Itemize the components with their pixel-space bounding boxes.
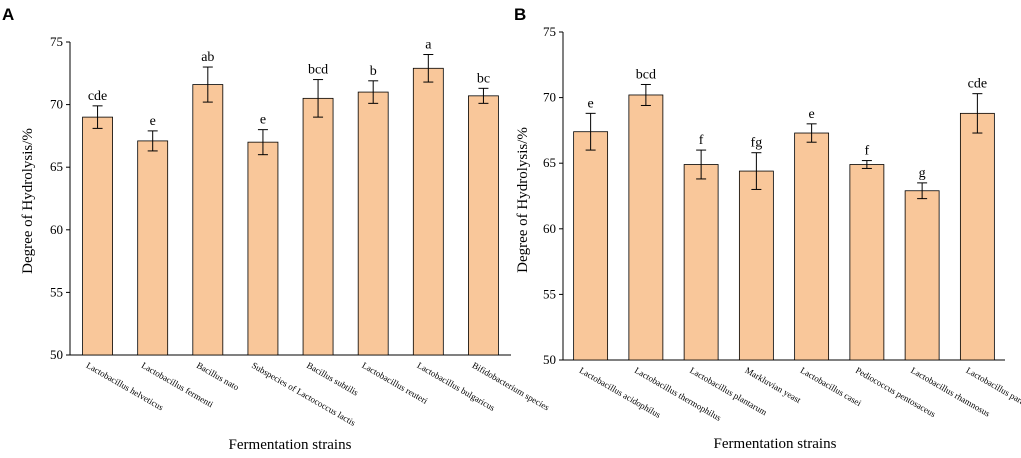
panel-a-significance-label: b [370, 64, 377, 79]
panel-a-error-bar [368, 80, 379, 104]
panel-b-error-bar [806, 123, 817, 143]
panel-a-category-label: Bacillus nato [195, 360, 241, 393]
panel-b-error-bar [972, 93, 983, 134]
panel-b-y-tick-label: 60 [543, 221, 556, 236]
panel-a-category-label: Bacillus subtilis [305, 360, 360, 398]
panel-a-y-tick-label: 60 [50, 222, 63, 237]
panel-b-y-tick-label: 55 [543, 286, 556, 301]
panel-b-error-bar [585, 112, 596, 151]
panel-b-bar [959, 112, 995, 361]
panel-b-significance-label: bcd [636, 67, 656, 82]
panel-a-y-tick-label: 50 [50, 347, 63, 362]
panel-b-bar [738, 170, 774, 361]
panel-b: B Degree of Hydrolysis/% Fermentation st… [514, 5, 1021, 452]
panel-a-y-tick-label: 75 [50, 34, 63, 49]
panel-b-bar [904, 190, 940, 361]
panel-a-category-label: Subspecies of Lactococcus lactis [250, 360, 358, 428]
panel-a-y-ticks: 50 55 60 65 70 75 [50, 34, 70, 362]
panel-a-x-axis-title: Fermentation strains [229, 437, 352, 453]
panel-a-bar [468, 95, 499, 356]
panel-b-bar [683, 164, 719, 361]
panel-a-y-tick-label: 70 [50, 97, 63, 112]
panel-b-significance-label: f [699, 133, 704, 148]
panel-b-y-ticks: 50 55 60 65 70 75 [543, 24, 563, 367]
panel-b-category-label: Lactobacillus casei [799, 365, 864, 408]
panel-b-x-axis-title: Fermentation strains [714, 436, 837, 452]
panel-b-y-tick-label: 65 [543, 155, 556, 170]
panel-a-error-bar [257, 129, 268, 156]
panel-a-bar [247, 141, 279, 356]
panel-b-error-bar [696, 149, 707, 180]
panel-a-letter: A [2, 5, 14, 24]
panel-a-bar [137, 140, 169, 356]
panel-a-bar [302, 97, 334, 356]
panel-a-significance-label: bc [477, 71, 490, 86]
panel-b-error-bar [640, 83, 651, 106]
panel-a-bar [192, 84, 224, 356]
panel-a-y-axis-title: Degree of Hydrolysis/% [20, 128, 36, 274]
panel-b-bar [628, 94, 664, 361]
panel-b-error-bar [751, 152, 762, 190]
panel-b-error-bar [917, 182, 928, 200]
panel-a-significance-label: e [150, 114, 156, 129]
panel-b-significance-label: fg [751, 136, 763, 151]
panel-a-significance-label: cde [88, 89, 107, 104]
panel-a-bars: cde e ab e bcd b a bc [82, 38, 499, 356]
panel-a-significance-label: e [260, 113, 266, 128]
panel-b-bar [794, 132, 830, 361]
panel-a-bar [412, 67, 444, 356]
panel-a-significance-label: ab [201, 50, 214, 65]
panel-a-error-bar [202, 66, 213, 103]
panel-a-significance-label: bcd [308, 63, 328, 78]
panel-a-error-bar [423, 54, 434, 83]
panel-a-error-bar [478, 87, 489, 104]
panel-a-bar [82, 116, 113, 356]
panel-b-y-tick-label: 50 [543, 352, 556, 367]
panel-a-significance-label: a [425, 38, 432, 53]
panel-b-significance-label: f [865, 144, 870, 159]
panel-b-letter: B [514, 5, 526, 24]
panel-b-significance-label: cde [968, 77, 987, 92]
panel-a-y-tick-label: 55 [50, 284, 63, 299]
panel-b-y-tick-label: 70 [543, 90, 556, 105]
panel-b-significance-label: g [919, 166, 926, 181]
panel-b-y-axis-title: Degree of Hydrolysis/% [515, 127, 531, 273]
panel-b-bar [849, 164, 885, 361]
panel-b-significance-label: e [809, 107, 815, 122]
panel-a-bar [357, 91, 389, 356]
panel-a-error-bar [147, 130, 158, 152]
panel-a-error-bar [313, 79, 324, 118]
panel-b-error-bar [861, 160, 872, 169]
panel-b-bar [573, 131, 609, 361]
panel-b-y-tick-label: 75 [543, 24, 556, 39]
panel-a-error-bar [92, 105, 103, 129]
panel-b-significance-label: e [588, 96, 594, 111]
panel-a-y-tick-label: 65 [50, 159, 63, 174]
panel-a: A Degree of Hydrolysis/% Fermentation st… [2, 5, 551, 453]
